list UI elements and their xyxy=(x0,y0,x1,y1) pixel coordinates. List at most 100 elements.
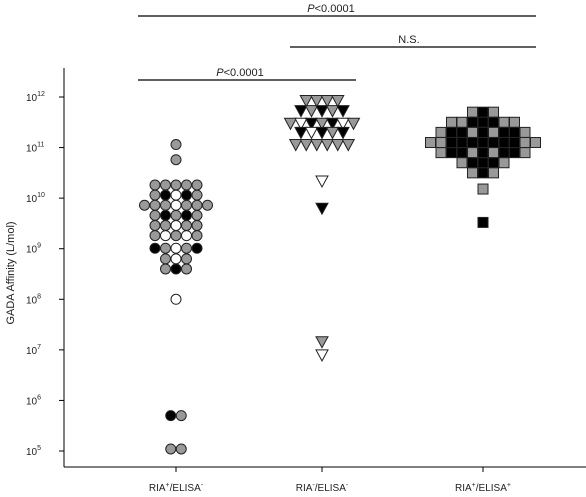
data-point-circle xyxy=(170,179,182,191)
data-point-square xyxy=(509,116,520,128)
data-point-square xyxy=(425,137,436,149)
data-point-circle xyxy=(181,189,192,201)
data-point-circle xyxy=(170,189,182,201)
data-point-square xyxy=(477,216,489,228)
data-point-square xyxy=(477,157,489,169)
data-point-triangle xyxy=(315,126,329,140)
data-point-square xyxy=(467,116,478,128)
data-point-square xyxy=(456,147,468,159)
data-point-triangle xyxy=(315,336,329,349)
data-point-square xyxy=(435,147,447,159)
data-point-triangle xyxy=(294,117,308,131)
y-tick-label: 106 xyxy=(26,394,41,407)
data-point-square xyxy=(498,126,510,138)
data-point-triangle xyxy=(315,105,329,118)
data-point-square xyxy=(477,137,489,149)
data-point-square xyxy=(509,126,520,138)
y-tick-label: 105 xyxy=(26,445,41,458)
data-point-square xyxy=(467,147,478,159)
data-point-circle xyxy=(191,230,203,242)
data-point-triangle xyxy=(330,139,345,152)
data-point-square xyxy=(477,116,489,128)
x-category-label: RIA-/ELISA- xyxy=(296,482,349,494)
data-point-triangle xyxy=(325,126,340,140)
data-point-square xyxy=(519,147,531,159)
data-point-square xyxy=(488,106,499,118)
data-point-circle xyxy=(191,242,203,254)
data-point-square xyxy=(477,183,489,195)
data-point-circle xyxy=(160,263,171,275)
data-point-triangle xyxy=(304,126,319,140)
data-point-square xyxy=(446,137,457,149)
data-point-square xyxy=(488,167,499,179)
data-point-circle xyxy=(202,199,213,211)
data-point-triangle xyxy=(315,117,329,131)
data-point-circle xyxy=(160,253,171,265)
data-point-square xyxy=(467,137,478,149)
data-point-square xyxy=(498,157,510,169)
data-point-circle xyxy=(181,230,192,242)
data-point-square xyxy=(477,147,489,159)
data-point-triangle xyxy=(346,117,361,131)
y-tick-label: 109 xyxy=(26,243,41,256)
data-point-circle xyxy=(170,154,182,166)
data-point-circle xyxy=(170,242,182,254)
data-point-circle xyxy=(160,179,171,191)
data-points xyxy=(139,95,541,455)
data-point-square xyxy=(477,167,489,179)
data-point-triangle xyxy=(330,95,345,108)
data-point-triangle xyxy=(320,95,335,108)
data-point-circle xyxy=(191,199,203,211)
data-point-circle xyxy=(149,209,161,221)
bracket-label: P<0.0001 xyxy=(216,67,263,79)
y-tick-label: 1012 xyxy=(26,91,45,104)
y-axis-ticks: 105 106 107 108 109 1010 1011 1012 xyxy=(26,91,64,458)
data-point-square xyxy=(530,137,541,149)
data-point-circle xyxy=(170,253,182,265)
data-point-triangle xyxy=(320,139,335,152)
data-point-square xyxy=(467,126,478,138)
data-point-square xyxy=(488,147,499,159)
data-point-circle xyxy=(160,209,171,221)
data-point-circle xyxy=(149,230,161,242)
data-point-triangle xyxy=(294,126,308,140)
data-point-square xyxy=(519,126,531,138)
data-point-circle xyxy=(160,189,171,201)
data-point-triangle xyxy=(299,139,314,152)
data-point-circle xyxy=(170,219,182,231)
y-tick-label: 1010 xyxy=(26,192,45,205)
data-point-circle xyxy=(160,230,171,242)
bracket-label: P<0.0001 xyxy=(307,3,354,15)
data-point-square xyxy=(488,157,499,169)
data-point-square xyxy=(509,147,520,159)
data-point-triangle xyxy=(299,95,314,108)
data-point-triangle xyxy=(294,105,308,118)
y-tick-label: 107 xyxy=(26,344,41,357)
data-point-circle xyxy=(149,189,161,201)
data-point-square xyxy=(498,147,510,159)
data-point-triangle xyxy=(341,139,356,152)
data-point-circle xyxy=(170,293,182,305)
data-point-triangle xyxy=(315,202,329,216)
bracket-label: N.S. xyxy=(398,34,419,46)
data-point-triangle xyxy=(336,117,350,131)
data-point-circle xyxy=(175,410,187,422)
data-point-square xyxy=(467,157,478,169)
data-point-square xyxy=(446,126,457,138)
data-point-square xyxy=(477,106,489,118)
data-point-circle xyxy=(160,242,171,254)
data-point-square xyxy=(446,116,457,128)
data-point-circle xyxy=(170,199,182,211)
y-tick-label: 108 xyxy=(26,293,41,306)
data-point-circle xyxy=(165,443,177,455)
data-point-triangle xyxy=(304,117,319,131)
data-point-circle xyxy=(191,219,203,231)
data-point-triangle xyxy=(283,117,298,131)
data-point-triangle xyxy=(315,349,329,362)
data-point-circle xyxy=(181,209,192,221)
data-point-triangle xyxy=(336,105,350,118)
data-point-circle xyxy=(181,242,192,254)
data-point-triangle xyxy=(288,139,303,152)
y-axis-label: GADA Affinity (L/mol) xyxy=(5,221,17,324)
